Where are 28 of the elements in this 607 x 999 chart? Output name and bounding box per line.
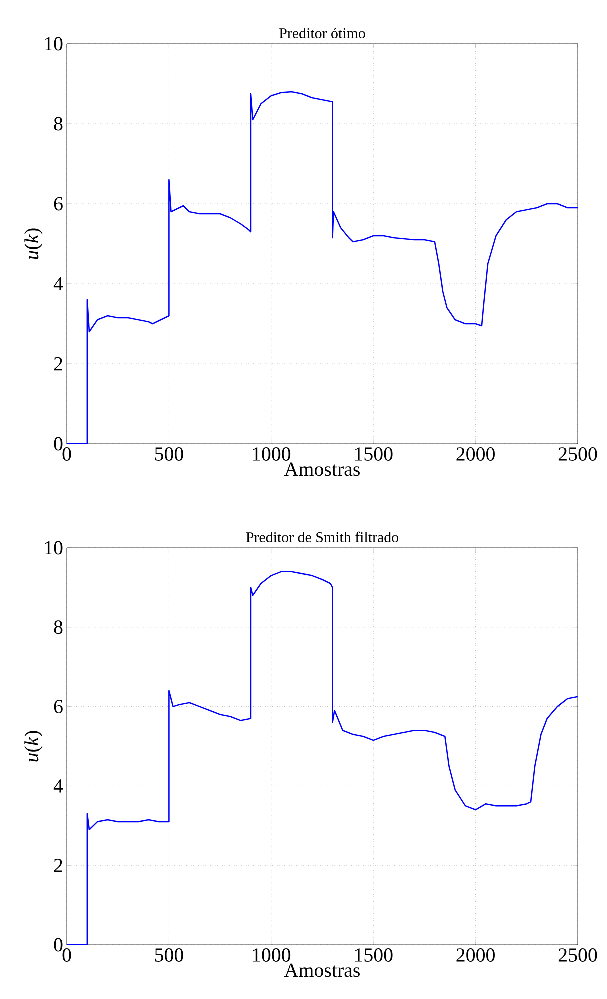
y-tick-label: 8 <box>54 117 63 131</box>
y-tick-label: 4 <box>54 277 64 291</box>
y-axis-title: u(k) <box>24 228 43 260</box>
chart-title: Preditor ótimo <box>280 28 366 38</box>
x-tick-label: 500 <box>155 948 184 962</box>
y-tick-label: 6 <box>54 197 63 211</box>
y-tick-label: 2 <box>54 357 62 371</box>
x-tick-label: 2000 <box>456 948 495 962</box>
y-tick-label: 8 <box>54 620 63 634</box>
x-tick-label: 500 <box>155 448 184 461</box>
x-tick-label: 1000 <box>253 948 291 962</box>
x-tick-label: 1500 <box>355 948 393 962</box>
chart-title: Preditor de Smith filtrado <box>246 532 399 543</box>
x-tick-label: 1500 <box>355 448 393 461</box>
x-tick-label: 2500 <box>558 948 598 962</box>
y-tick-label: 4 <box>54 780 64 793</box>
x-axis-title: Amostras <box>284 964 360 978</box>
y-tick-label: 0 <box>54 938 63 952</box>
y-tick-label: 6 <box>54 700 63 714</box>
x-tick-label: 2000 <box>456 448 495 461</box>
y-tick-label: 10 <box>45 37 63 51</box>
y-tick-label: 0 <box>54 437 63 451</box>
x-tick-label: 1000 <box>253 448 291 461</box>
y-axis-title: u(k) <box>24 731 43 762</box>
y-tick-label: 2 <box>54 859 62 872</box>
x-tick-label: 2500 <box>558 448 598 461</box>
y-tick-label: 10 <box>45 541 63 555</box>
x-axis-title: Amostras <box>284 462 360 476</box>
